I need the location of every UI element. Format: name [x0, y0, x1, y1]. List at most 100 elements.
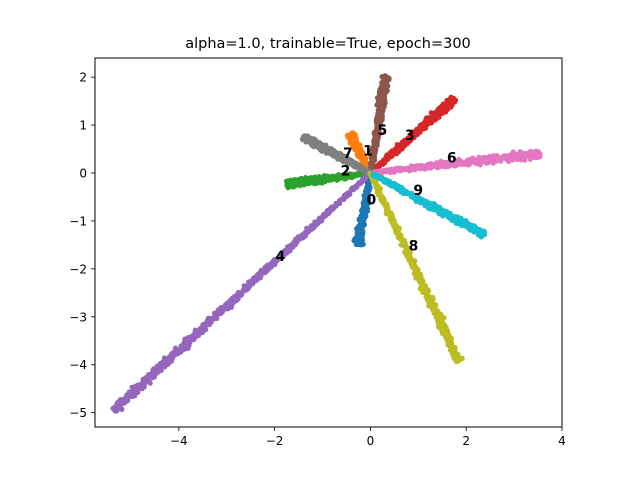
point-4 — [186, 334, 193, 341]
point-3 — [440, 101, 446, 107]
point-2 — [329, 176, 335, 182]
point-4 — [126, 394, 132, 401]
point-5 — [378, 106, 384, 112]
point-9 — [399, 188, 406, 194]
point-4 — [163, 360, 169, 366]
point-6 — [521, 157, 528, 163]
point-9 — [458, 220, 464, 226]
point-6 — [437, 162, 443, 168]
point-4 — [268, 261, 274, 267]
point-3 — [440, 105, 446, 111]
point-7 — [317, 147, 323, 153]
point-7 — [311, 143, 318, 149]
point-3 — [450, 96, 456, 102]
point-4 — [294, 239, 300, 246]
point-0 — [366, 186, 373, 193]
point-4 — [126, 389, 132, 395]
cluster-label-6: 6 — [447, 151, 457, 167]
point-8 — [410, 261, 416, 267]
point-9 — [388, 183, 394, 189]
point-7 — [362, 168, 368, 174]
point-8 — [438, 322, 444, 328]
point-4 — [149, 375, 155, 381]
point-3 — [435, 106, 441, 112]
point-4 — [265, 266, 271, 272]
point-5 — [370, 146, 376, 152]
point-4 — [317, 216, 323, 222]
point-8 — [435, 308, 441, 314]
point-0 — [358, 220, 364, 226]
point-0 — [354, 225, 360, 232]
point-4 — [141, 376, 148, 382]
point-6 — [377, 168, 383, 174]
point-9 — [445, 214, 451, 220]
point-5 — [384, 76, 390, 82]
point-6 — [395, 166, 401, 172]
point-6 — [429, 163, 435, 169]
point-2 — [306, 178, 312, 184]
point-6 — [492, 156, 498, 162]
point-1 — [350, 134, 356, 140]
point-4 — [113, 406, 119, 412]
cluster-label-5: 5 — [378, 123, 388, 139]
point-8 — [403, 245, 409, 251]
point-4 — [325, 210, 332, 217]
point-3 — [417, 129, 423, 135]
point-3 — [384, 155, 390, 162]
point-8 — [393, 227, 400, 233]
point-1 — [354, 145, 360, 152]
x-tick-label: −4 — [170, 434, 188, 448]
point-7 — [322, 146, 328, 152]
point-4 — [134, 386, 140, 392]
point-4 — [310, 225, 316, 231]
point-4 — [290, 242, 296, 248]
point-2 — [314, 178, 321, 184]
point-2 — [293, 178, 300, 185]
y-tick-label: −5 — [69, 406, 87, 420]
point-8 — [378, 193, 385, 199]
point-4 — [341, 196, 347, 202]
point-9 — [464, 220, 471, 226]
point-2 — [354, 172, 360, 178]
point-7 — [346, 160, 352, 166]
point-4 — [207, 321, 213, 328]
x-tick-label: 2 — [462, 434, 470, 448]
points-layer — [110, 73, 543, 414]
point-6 — [519, 152, 525, 158]
point-6 — [535, 152, 541, 158]
point-6 — [518, 157, 524, 163]
series-8 — [367, 170, 465, 365]
point-7 — [317, 141, 323, 148]
point-7 — [326, 149, 332, 155]
point-8 — [449, 342, 455, 348]
point-4 — [172, 345, 179, 351]
point-4 — [176, 347, 183, 353]
point-2 — [336, 174, 342, 180]
point-4 — [297, 235, 304, 241]
cluster-label-1: 1 — [363, 143, 373, 159]
point-6 — [476, 154, 482, 161]
cluster-label-0: 0 — [367, 192, 377, 208]
point-4 — [300, 231, 307, 238]
point-7 — [338, 151, 344, 157]
cluster-label-9: 9 — [413, 183, 423, 199]
cluster-label-4: 4 — [276, 249, 286, 265]
point-6 — [501, 154, 507, 161]
point-4 — [305, 226, 311, 232]
cluster-label-8: 8 — [409, 238, 419, 254]
point-8 — [384, 204, 390, 210]
series-0 — [351, 170, 374, 248]
point-1 — [349, 130, 355, 136]
point-0 — [362, 200, 368, 206]
point-0 — [359, 208, 366, 214]
point-8 — [402, 240, 408, 246]
point-7 — [303, 136, 309, 142]
y-tick-label: 0 — [79, 167, 87, 181]
point-9 — [378, 176, 384, 182]
series-6 — [367, 148, 543, 178]
point-8 — [405, 253, 411, 259]
point-8 — [446, 336, 452, 342]
point-4 — [256, 271, 262, 277]
point-5 — [379, 90, 385, 96]
